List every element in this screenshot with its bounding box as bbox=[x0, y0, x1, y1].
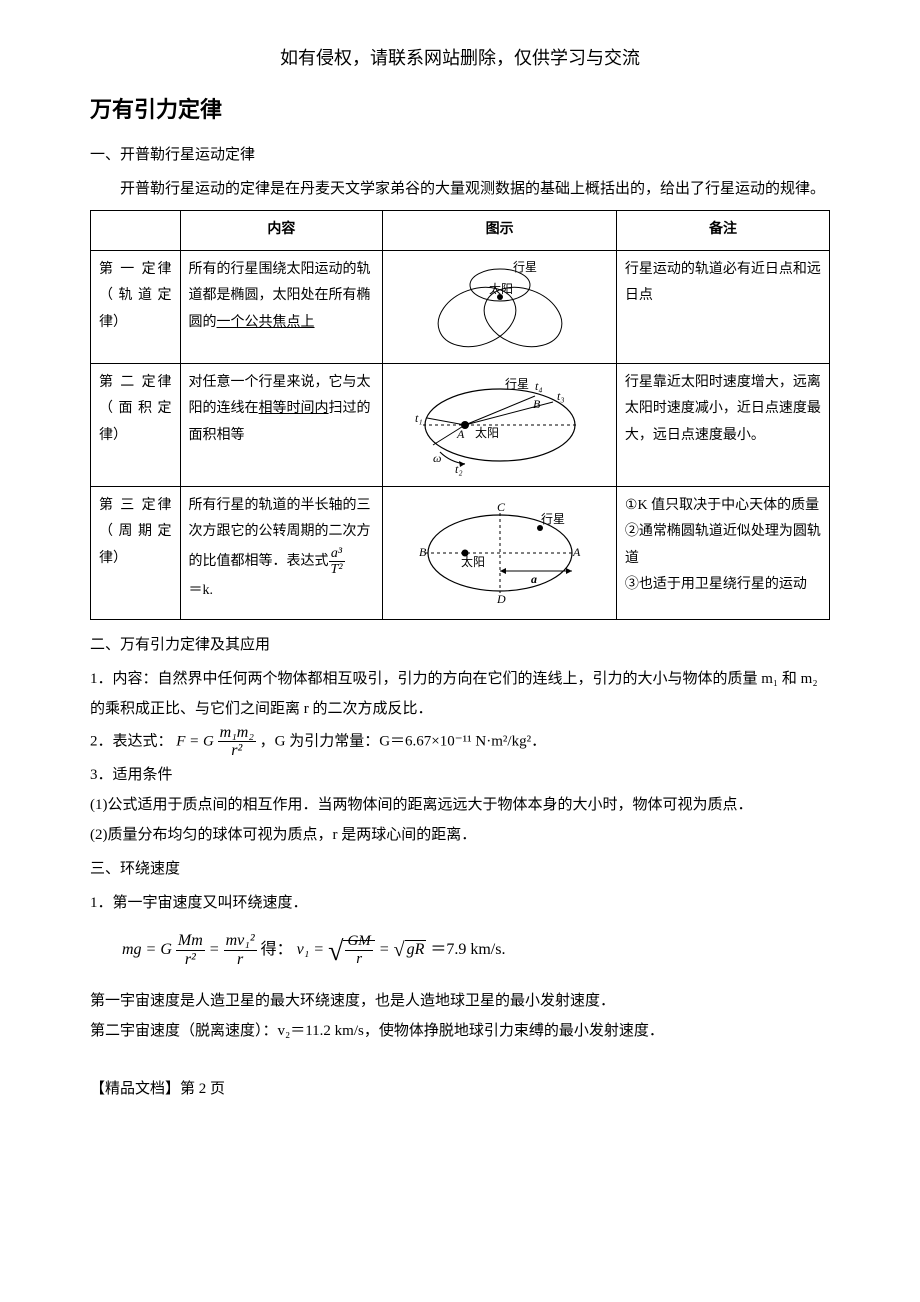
cosmic-formula: mg = G Mmr² = mv₁²r 得： v₁ = √GMr = √gR ＝… bbox=[122, 924, 830, 980]
copyright-notice: 如有侵权，请联系网站删除，仅供学习与交流 bbox=[90, 40, 830, 76]
law1-note: 行星运动的轨道必有近日点和远日点 bbox=[616, 250, 829, 363]
note3-3: ③也适于用卫星绕行星的运动 bbox=[625, 577, 807, 592]
point2: 2．表达式： F = G m₁m₂r² ，G 为引力常量：G＝6.67×10⁻¹… bbox=[90, 724, 830, 760]
svg-text:太阳: 太阳 bbox=[489, 281, 513, 296]
th-law bbox=[91, 211, 181, 251]
svg-text:A: A bbox=[456, 427, 465, 441]
svg-text:D: D bbox=[496, 592, 506, 606]
svg-text:行星: 行星 bbox=[513, 260, 537, 274]
law1-name: 第 一 定律（轨道定律） bbox=[91, 250, 181, 363]
cf-v1: v₁ = bbox=[297, 941, 328, 958]
point3-1: (1)公式适用于质点间的相互作用．当两物体间的距离远远大于物体本身的大小时，物体… bbox=[90, 790, 830, 820]
point1-text: 自然界中任何两个物体都相互吸引，引力的方向在它们的连线上，引力的大小与物体的质量… bbox=[90, 671, 818, 717]
cf-get: 得： bbox=[261, 941, 293, 958]
svg-text:太阳: 太阳 bbox=[475, 425, 499, 440]
svg-text:t₃: t₃ bbox=[557, 389, 565, 403]
point2-after: ，G 为引力常量：G＝6.67×10⁻¹¹ N·m²/kg²． bbox=[260, 733, 546, 749]
cf-sn: GM bbox=[345, 933, 372, 951]
svg-text:a: a bbox=[531, 572, 537, 586]
frac-den: T² bbox=[329, 562, 345, 577]
svg-text:A: A bbox=[572, 545, 581, 559]
cf-f2n: mv₁² bbox=[224, 932, 257, 951]
note3-1: ①K 值只取决于中心天体的质量 bbox=[625, 498, 819, 513]
cf-eq2: = bbox=[379, 941, 394, 958]
th-note: 备注 bbox=[616, 211, 829, 251]
svg-text:C: C bbox=[497, 500, 506, 514]
cf-eq: = bbox=[209, 941, 224, 958]
svg-text:B: B bbox=[533, 397, 541, 411]
svg-text:太阳: 太阳 bbox=[461, 554, 485, 569]
section1-heading: 一、开普勒行星运动定律 bbox=[90, 140, 830, 170]
th-diagram: 图示 bbox=[383, 211, 617, 251]
section1-text: 开普勒行星运动的定律是在丹麦天文学家弟谷的大量观测数据的基础上概括出的，给出了行… bbox=[90, 174, 830, 204]
law2-diagram: A B t₁ t₂ t₃ t₄ ω 行星 太阳 bbox=[383, 363, 617, 486]
law1-underline: 一个公共焦点上 bbox=[217, 315, 315, 330]
svg-text:B: B bbox=[419, 545, 427, 559]
page-title: 万有引力定律 bbox=[90, 88, 830, 132]
svg-text:t₂: t₂ bbox=[455, 462, 463, 476]
law2-note: 行星靠近太阳时速度增大，远离太阳时速度减小，近日点速度最大，远日点速度最小。 bbox=[616, 363, 829, 486]
law3-name: 第 三 定律（周期定律） bbox=[91, 486, 181, 619]
section3-heading: 三、环绕速度 bbox=[90, 854, 830, 884]
formula1-num: m₁m₂ bbox=[218, 724, 256, 743]
frac-num: a³ bbox=[329, 546, 345, 562]
table-row: 第 一 定律（轨道定律） 所有的行星围绕太阳运动的轨道都是椭圆，太阳处在所有椭圆… bbox=[91, 250, 830, 363]
svg-text:t₁: t₁ bbox=[415, 411, 423, 425]
law1-diagram: 行星 太阳 bbox=[383, 250, 617, 363]
law2-name: 第 二 定律（面积定律） bbox=[91, 363, 181, 486]
page-footer: 【精品文档】第 2 页 bbox=[90, 1074, 830, 1104]
kepler-laws-table: 内容 图示 备注 第 一 定律（轨道定律） 所有的行星围绕太阳运动的轨道都是椭圆… bbox=[90, 210, 830, 620]
law3-content: 所有行星的轨道的半长轴的三次方跟它的公转周期的二次方的比值都相等．表达式a³T²… bbox=[180, 486, 383, 619]
point1-label: 1．内容： bbox=[90, 671, 158, 687]
point2-label: 2．表达式： bbox=[90, 733, 173, 749]
cosmic2-desc: 第二宇宙速度（脱离速度）：v₂＝11.2 km/s，使物体挣脱地球引力束缚的最小… bbox=[90, 1016, 830, 1046]
cf-f1n: Mm bbox=[176, 932, 205, 951]
section2-heading: 二、万有引力定律及其应用 bbox=[90, 630, 830, 660]
svg-text:ω: ω bbox=[433, 451, 441, 465]
point3-label: 3．适用条件 bbox=[90, 760, 830, 790]
law1-note-text: 行星运动的轨道必有近日点和远日点 bbox=[625, 262, 821, 304]
cf-sd: r bbox=[345, 951, 372, 968]
cf-mg: mg = G bbox=[122, 941, 172, 958]
svg-text:行星: 行星 bbox=[541, 512, 565, 526]
law3-note: ①K 值只取决于中心天体的质量 ②通常椭圆轨道近似处理为圆轨道 ③也适于用卫星绕… bbox=[616, 486, 829, 619]
table-row: 第 三 定律（周期定律） 所有行星的轨道的半长轴的三次方跟它的公转周期的二次方的… bbox=[91, 486, 830, 619]
cf-sqrt2: gR bbox=[405, 940, 427, 958]
point4-label: 1．第一宇宙速度又叫环绕速度． bbox=[90, 888, 830, 918]
svg-text:行星: 行星 bbox=[505, 377, 529, 391]
cosmic1-desc: 第一宇宙速度是人造卫星的最大环绕速度，也是人造地球卫星的最小发射速度． bbox=[90, 986, 830, 1016]
cf-f2d: r bbox=[224, 951, 257, 969]
formula1-lhs: F = G bbox=[176, 733, 214, 749]
cf-result: ＝7.9 km/s. bbox=[430, 941, 505, 958]
law1-content: 所有的行星围绕太阳运动的轨道都是椭圆，太阳处在所有椭圆的一个公共焦点上 bbox=[180, 250, 383, 363]
law3-diagram: A B C D a 行星 太阳 bbox=[383, 486, 617, 619]
law2-content: 对任意一个行星来说，它与太阳的连线在相等时间内扫过的面积相等 bbox=[180, 363, 383, 486]
table-row: 第 二 定律（面积定律） 对任意一个行星来说，它与太阳的连线在相等时间内扫过的面… bbox=[91, 363, 830, 486]
th-content: 内容 bbox=[180, 211, 383, 251]
point3-2: (2)质量分布均匀的球体可视为质点，r 是两球心间的距离． bbox=[90, 820, 830, 850]
svg-text:t₄: t₄ bbox=[535, 379, 543, 393]
point1: 1．内容：自然界中任何两个物体都相互吸引，引力的方向在它们的连线上，引力的大小与… bbox=[90, 664, 830, 724]
law3-after: ＝k. bbox=[189, 583, 214, 598]
note3-2: ②通常椭圆轨道近似处理为圆轨道 bbox=[625, 524, 821, 566]
cf-f1d: r² bbox=[176, 951, 205, 969]
law2-note-text: 行星靠近太阳时速度增大，远离太阳时速度减小，近日点速度最大，远日点速度最小。 bbox=[625, 375, 821, 443]
law2-underline: 相等时间内 bbox=[259, 401, 329, 416]
formula1-den: r² bbox=[218, 742, 256, 760]
